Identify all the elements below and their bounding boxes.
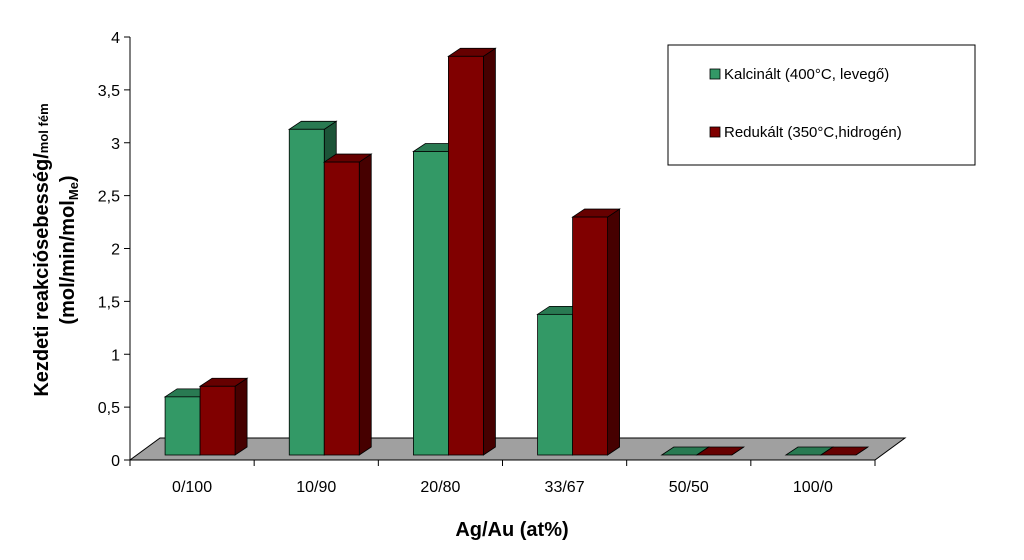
bar-top (695, 446, 746, 456)
x-tick-label: 100/0 (793, 479, 833, 496)
bar (572, 216, 608, 456)
bar-side (234, 377, 248, 456)
y-axis-label: Kezdeti reakciósebesség/mol fém (mol/min… (31, 103, 81, 396)
bar (323, 161, 360, 456)
x-tick-label: 20/80 (420, 479, 460, 496)
x-tick-label: 10/90 (296, 479, 336, 496)
y-label-text: ) (57, 175, 79, 182)
y-label-sub: Me (66, 182, 81, 200)
legend-swatch (709, 68, 721, 80)
legend-box (667, 44, 976, 166)
y-label-text: Kezdeti reakciósebesség/ (31, 153, 53, 397)
legend-label: Kalcinált (400°C, levegő) (724, 66, 889, 83)
y-tick-label: 3 (111, 136, 120, 153)
bar (537, 313, 573, 456)
bar-side (607, 208, 620, 456)
y-tick-label: 2,5 (98, 189, 120, 206)
bar (288, 128, 325, 456)
y-label-line1: Kezdeti reakciósebesség/mol fém (31, 103, 53, 396)
bar (448, 55, 484, 456)
y-tick-label: 1,5 (98, 294, 120, 311)
bar (413, 151, 449, 456)
x-tick-label: 0/100 (172, 479, 212, 496)
x-axis-label: Ag/Au (at%) (455, 519, 568, 541)
bar-side (483, 47, 496, 456)
y-label-line2: (mol/min/molMe) (57, 175, 81, 324)
y-tick-label: 0,5 (98, 400, 120, 417)
x-tick-label: 33/67 (545, 479, 585, 496)
bar-top (819, 446, 870, 456)
y-tick-label: 3,5 (98, 83, 120, 100)
y-tick-label: 1 (111, 347, 120, 364)
y-tick-label: 4 (111, 30, 120, 47)
y-tick-label: 2 (111, 242, 120, 259)
y-label-small: mol fém (36, 103, 51, 153)
bar (199, 385, 236, 456)
bar (164, 396, 201, 456)
legend-label: Redukált (350°C,hidrogén) (724, 124, 902, 141)
bar-side (358, 153, 372, 456)
y-tick-label: 0 (111, 453, 120, 470)
x-tick-label: 50/50 (669, 479, 709, 496)
y-label-text: (mol/min/mol (57, 200, 79, 324)
legend-swatch (709, 126, 721, 138)
